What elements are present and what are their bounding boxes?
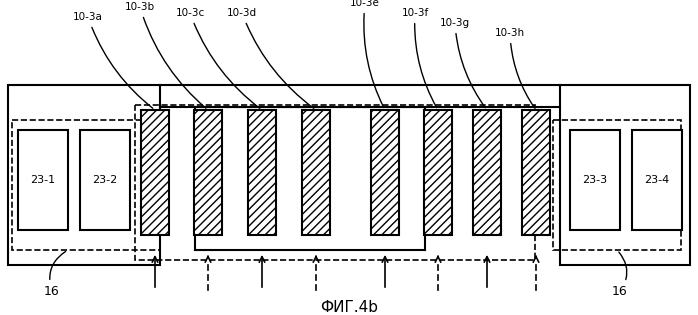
Text: 10-3f: 10-3f [401, 8, 437, 108]
Bar [302, 110, 330, 235]
Text: ФИГ.4b: ФИГ.4b [320, 300, 378, 314]
Text: 23-3: 23-3 [582, 175, 607, 185]
Bar [248, 110, 276, 235]
Bar [522, 110, 550, 235]
Bar [141, 110, 169, 235]
Text: 10-3c: 10-3c [175, 8, 260, 108]
Text: 10-3g: 10-3g [440, 18, 485, 108]
Bar [194, 110, 222, 235]
Bar [194, 110, 222, 235]
Bar [473, 110, 501, 235]
Bar [80, 130, 130, 230]
Text: 23-2: 23-2 [92, 175, 118, 185]
Bar [8, 85, 160, 265]
Text: 10-3b: 10-3b [125, 2, 206, 108]
Bar [135, 105, 535, 260]
Bar [560, 85, 690, 265]
Bar [302, 110, 330, 235]
Bar [371, 110, 399, 235]
Bar [424, 110, 452, 235]
Bar [632, 130, 682, 230]
Text: 10-3d: 10-3d [227, 8, 314, 108]
Text: 23-4: 23-4 [644, 175, 669, 185]
Bar [553, 120, 681, 250]
Text: 10-3e: 10-3e [350, 0, 384, 107]
Bar [570, 130, 620, 230]
Text: 16: 16 [612, 252, 628, 298]
Bar [371, 110, 399, 235]
Text: 16: 16 [44, 251, 66, 298]
Bar [248, 110, 276, 235]
Text: 10-3h: 10-3h [495, 28, 535, 108]
Text: 23-1: 23-1 [31, 175, 56, 185]
Bar [424, 110, 452, 235]
Bar [18, 130, 68, 230]
Bar [473, 110, 501, 235]
Bar [12, 120, 160, 250]
Text: 10-3a: 10-3a [73, 12, 153, 108]
Bar [522, 110, 550, 235]
Bar [141, 110, 169, 235]
